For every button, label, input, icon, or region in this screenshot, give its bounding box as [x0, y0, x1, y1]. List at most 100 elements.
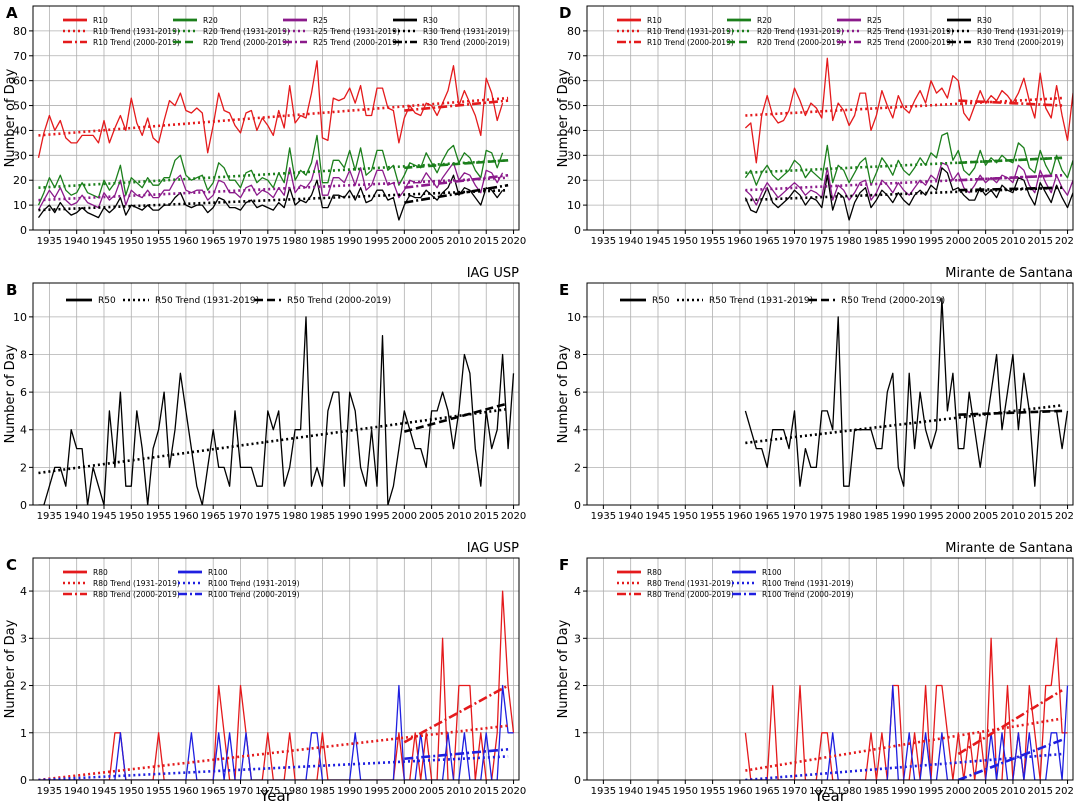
x-axis-label: Year — [813, 787, 847, 805]
x-tick-label: 2015 — [1028, 786, 1053, 797]
station-title: IAG USP — [467, 266, 519, 281]
x-tick-label: 1990 — [891, 786, 916, 797]
x-tick-label: 2020 — [501, 511, 526, 522]
y-axis-label: Number of Day — [3, 68, 18, 167]
legend-label: R10 Trend (1931-2019) — [93, 27, 180, 36]
y-tick-label: 4 — [20, 585, 27, 598]
x-tick-label: 2020 — [501, 236, 526, 247]
x-tick-label: 1950 — [673, 511, 698, 522]
x-tick-label: 2015 — [474, 236, 499, 247]
y-tick-label: 40 — [567, 124, 581, 137]
x-tick-label: 2010 — [1000, 236, 1025, 247]
legend-label: R50 Trend (2000-2019) — [841, 296, 945, 306]
x-axis-label: Year — [259, 787, 293, 805]
y-tick-label: 70 — [13, 50, 27, 63]
x-tick-label: 1955 — [146, 786, 171, 797]
x-tick-label: 1935 — [591, 786, 616, 797]
panel-d: 1935 1940 1945 1950 1955 1960 1965 1970 1975 1980… — [556, 0, 1074, 247]
legend-label: R25 Trend (1931-2019) — [867, 27, 954, 36]
legend: R10 R10 Trend (1931-2019) R10 Trend (2000-… — [617, 16, 1064, 47]
x-tick-label: 1980 — [282, 786, 307, 797]
legend-label: R30 — [977, 16, 992, 25]
x-tick-label: 2010 — [446, 236, 471, 247]
legend-label: R50 — [98, 296, 116, 306]
legend-label: R100 Trend (2000-2019) — [762, 590, 854, 599]
plot-frame — [32, 5, 520, 231]
x-tick-label: 1940 — [618, 786, 643, 797]
y-tick-label: 2 — [20, 680, 27, 693]
series-line-r50 — [38, 316, 515, 505]
x-tick-label: 1965 — [754, 786, 779, 797]
trend-line-r50-trend-2000-2019 — [958, 409, 1063, 416]
x-tick-label: 2000 — [392, 236, 417, 247]
x-tick-label: 1985 — [310, 511, 335, 522]
trend-line-r100-trend-2000-2019 — [957, 738, 1063, 780]
x-tick-label: 1970 — [782, 511, 807, 522]
x-tick-label: 1995 — [364, 511, 389, 522]
x-tick-label: 1950 — [119, 236, 144, 247]
plot-area — [744, 637, 1069, 780]
y-tick-label: 10 — [567, 311, 581, 324]
legend-label: R20 — [203, 16, 218, 25]
x-tick-label: 1940 — [64, 786, 89, 797]
legend-label: R25 Trend (1931-2019) — [313, 27, 400, 36]
x-tick-label: 1950 — [673, 236, 698, 247]
legend-label: R80 Trend (2000-2019) — [93, 590, 180, 599]
series-line-r100 — [38, 684, 514, 780]
plot-area — [38, 316, 515, 505]
x-tick-label: 1970 — [782, 236, 807, 247]
series-line-r80 — [38, 590, 515, 780]
x-tick-label: 1945 — [91, 786, 116, 797]
y-tick-label: 0 — [574, 224, 581, 237]
x-tick-label: 1990 — [337, 786, 362, 797]
y-tick-label: 0 — [20, 774, 27, 787]
legend-label: R30 — [423, 16, 438, 25]
x-tick-label: 2015 — [474, 511, 499, 522]
trend-line-r25-trend-2000-2019 — [404, 173, 509, 189]
legend: R80 R80 Trend (1931-2019) R80 Trend (2000-… — [617, 568, 854, 599]
y-tick-label: 0 — [574, 499, 581, 512]
panel-letter: F — [559, 556, 569, 574]
panel-f: 1935 1940 1945 1950 1955 1960 1965 1970 1975 1980… — [556, 541, 1074, 805]
x-tick-label: 1990 — [337, 236, 362, 247]
x-tick-label: 1985 — [310, 786, 335, 797]
series-line-r100 — [745, 684, 1069, 780]
x-tick-label: 2005 — [973, 236, 998, 247]
legend-label: R25 — [867, 16, 882, 25]
y-tick-label: 20 — [567, 174, 581, 187]
x-tick-label: 1945 — [645, 511, 670, 522]
x-tick-label: 2015 — [474, 786, 499, 797]
legend-label: R30 Trend (2000-2019) — [977, 38, 1064, 47]
x-tick-label: 1980 — [282, 511, 307, 522]
x-tick-label: 1945 — [645, 236, 670, 247]
legend-label: R100 Trend (2000-2019) — [208, 590, 300, 599]
legend-label: R20 — [757, 16, 772, 25]
x-tick-label: 1980 — [282, 236, 307, 247]
trend-line-r100-trend-2000-2019 — [404, 748, 509, 761]
y-tick-label: 70 — [567, 50, 581, 63]
x-tick-label: 2000 — [946, 511, 971, 522]
x-tick-label: 1940 — [618, 511, 643, 522]
legend-label: R80 Trend (1931-2019) — [647, 579, 734, 588]
series-line-r20 — [37, 134, 504, 206]
plot-frame — [586, 282, 1074, 506]
x-tick-label: 1985 — [310, 236, 335, 247]
x-tick-label: 1975 — [255, 511, 280, 522]
trend-line-r10-trend-1931-2019 — [38, 96, 509, 137]
legend-label: R20 Trend (2000-2019) — [757, 38, 844, 47]
legend-label: R50 Trend (2000-2019) — [287, 296, 391, 306]
y-tick-label: 4 — [20, 424, 27, 437]
x-tick-label: 1935 — [591, 511, 616, 522]
legend-label: R80 Trend (2000-2019) — [647, 590, 734, 599]
legend-label: R10 Trend (2000-2019) — [647, 38, 734, 47]
plot-area — [38, 590, 515, 780]
legend-label: R30 Trend (1931-2019) — [423, 27, 510, 36]
x-tick-label: 2020 — [1055, 236, 1074, 247]
x-tick-label: 1960 — [173, 511, 198, 522]
station-title: Mirante de Santana — [945, 0, 1073, 4]
x-tick-label: 1980 — [836, 511, 861, 522]
trend-line-r30-trend-2000-2019 — [958, 186, 1063, 192]
legend: R10 R10 Trend (1931-2019) R10 Trend (2000-… — [63, 16, 510, 47]
x-tick-label: 2005 — [973, 511, 998, 522]
